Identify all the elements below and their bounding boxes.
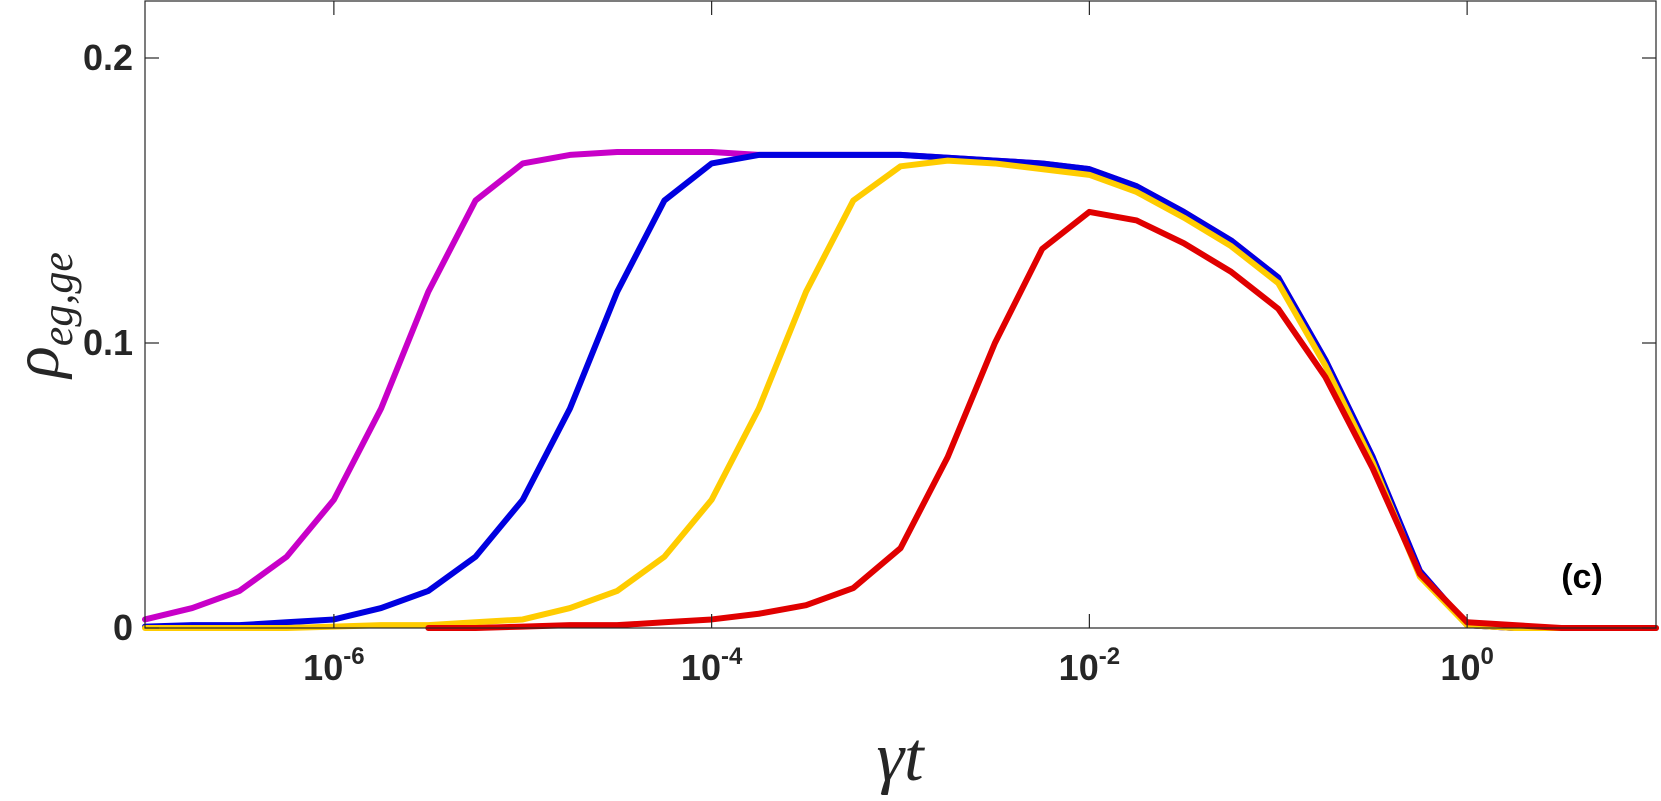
- curves: [142, 149, 1659, 631]
- x-tick-label: 10-4: [681, 643, 743, 688]
- x-tick-label: 10-2: [1059, 643, 1120, 688]
- axes-box: [144, 0, 1657, 629]
- y-tick-label: 0.1: [83, 322, 133, 363]
- series-line: [425, 208, 1659, 631]
- x-tick-label: 10-6: [303, 643, 364, 688]
- x-axis-label: γt: [876, 719, 925, 796]
- y-axis-label: ρeg,ge: [0, 252, 82, 380]
- x-tick-label: 100: [1440, 643, 1493, 688]
- plot-area: [145, 1, 1656, 628]
- panel-label: (c): [1561, 558, 1603, 596]
- y-tick-label: 0: [113, 607, 133, 648]
- y-tick-label: 0.2: [83, 37, 133, 78]
